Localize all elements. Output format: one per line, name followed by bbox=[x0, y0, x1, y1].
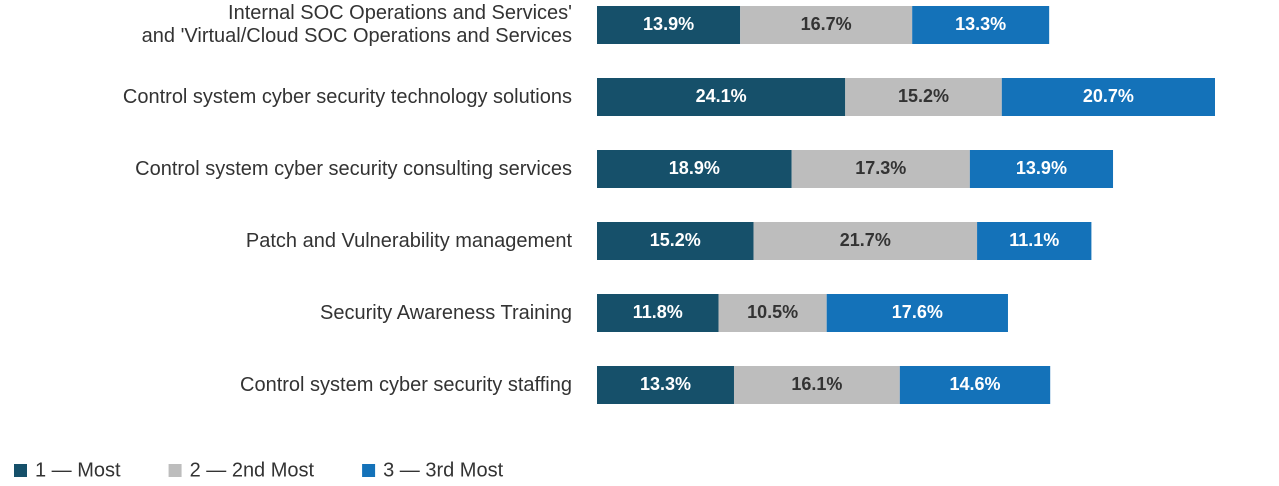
value-label: 16.1% bbox=[791, 374, 842, 394]
bar-segment bbox=[912, 6, 1050, 44]
legend-label: 3 — 3rd Most bbox=[383, 459, 503, 481]
value-label: 11.8% bbox=[633, 302, 683, 322]
legend-label: 2 — 2nd Most bbox=[190, 459, 315, 481]
category-label: Control system cyber security staffing bbox=[240, 373, 572, 396]
category-label-box: Internal SOC Operations and Services' an… bbox=[141, 2, 572, 47]
value-label: 13.9% bbox=[1016, 158, 1067, 178]
bar-segment bbox=[969, 150, 1114, 188]
bar-segment bbox=[899, 366, 1051, 404]
bar-segment bbox=[845, 78, 1002, 116]
category-label-box: Control system cyber security consulting… bbox=[135, 157, 572, 180]
category-label-box: Security Awareness Training bbox=[320, 301, 572, 324]
bar-segment bbox=[597, 150, 792, 188]
bar-segment bbox=[597, 294, 719, 332]
value-label: 17.6% bbox=[892, 302, 943, 322]
value-label: 16.7% bbox=[801, 14, 852, 34]
bar-segment bbox=[718, 294, 827, 332]
bar-segment bbox=[977, 222, 1092, 260]
category-label: Internal SOC Operations and Services' an… bbox=[141, 2, 572, 47]
category-label: Security Awareness Training bbox=[320, 301, 572, 324]
bar-segment bbox=[826, 294, 1008, 332]
value-label: 21.7% bbox=[840, 230, 891, 250]
value-label: 18.9% bbox=[669, 158, 720, 178]
bar-segment bbox=[597, 6, 741, 44]
legend-swatch bbox=[362, 464, 376, 477]
category-label-box: Patch and Vulnerability management bbox=[245, 229, 572, 252]
value-label: 15.2% bbox=[898, 86, 949, 106]
value-label: 13.3% bbox=[640, 374, 691, 394]
bar-segment bbox=[791, 150, 970, 188]
value-label: 11.1% bbox=[1009, 230, 1059, 250]
value-label: 13.9% bbox=[643, 14, 694, 34]
value-label: 13.3% bbox=[955, 14, 1006, 34]
legend-swatch bbox=[14, 464, 27, 477]
legend-label: 1 — Most bbox=[35, 459, 121, 481]
value-label: 17.3% bbox=[855, 158, 906, 178]
value-label: 15.2% bbox=[650, 230, 701, 250]
value-label: 20.7% bbox=[1083, 86, 1134, 106]
category-label-box: Control system cyber security staffing bbox=[240, 373, 572, 396]
legend-swatch bbox=[168, 464, 182, 477]
category-label: Patch and Vulnerability management bbox=[245, 229, 572, 252]
value-label: 10.5% bbox=[747, 302, 798, 322]
bar-segment bbox=[733, 366, 900, 404]
bar-segment bbox=[753, 222, 978, 260]
category-label-box: Control system cyber security technology… bbox=[122, 85, 572, 108]
bar-segment bbox=[597, 78, 846, 116]
bar-segment bbox=[740, 6, 913, 44]
bar-segment bbox=[597, 366, 734, 404]
category-label: Control system cyber security consulting… bbox=[135, 157, 572, 180]
value-label: 14.6% bbox=[949, 374, 1000, 394]
bar-segment bbox=[597, 222, 754, 260]
category-label: Control system cyber security technology… bbox=[122, 85, 572, 108]
value-label: 24.1% bbox=[696, 86, 747, 106]
bar-segment bbox=[1001, 78, 1215, 116]
